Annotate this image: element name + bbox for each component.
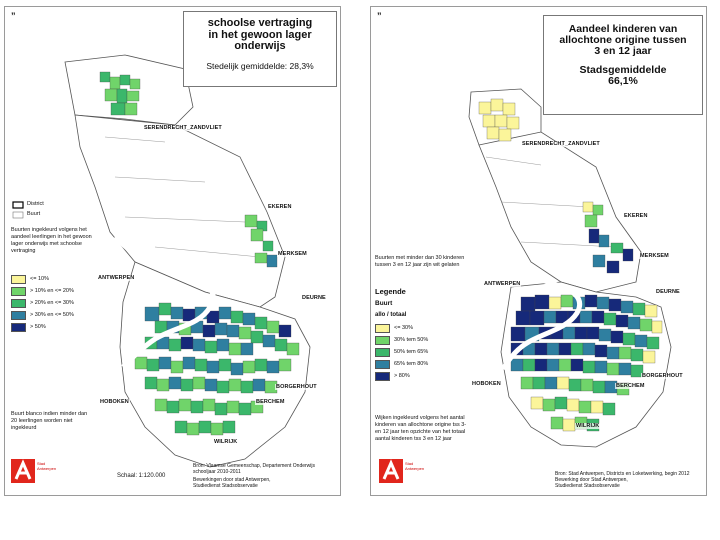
right-corner-mark: ” — [377, 11, 382, 21]
right-map-panel: ” Aandeel kinderen van allochtone origin… — [370, 6, 707, 496]
legend-label: <= 30% — [394, 325, 413, 332]
left-logo: Stad Antwerpen — [11, 459, 57, 485]
place-berchem: BERCHEM — [255, 399, 286, 405]
right-legend-title: Legende — [375, 287, 406, 296]
left-legend-item: > 10% en <= 20% — [11, 287, 111, 296]
left-source: Bron: Vlaamse Gemeenschap, Departement O… — [193, 463, 333, 489]
legend-swatch — [11, 299, 26, 308]
legend-label: > 50% — [30, 324, 46, 331]
left-legend-item: > 30% en <= 50% — [11, 311, 111, 320]
city-logo-icon — [11, 459, 35, 483]
right-legend-item: 50% tem 65% — [375, 348, 475, 357]
boundary-legend-buurt: Buurt — [27, 210, 41, 217]
source-line: Studiedienst Stadsobservatie — [193, 483, 258, 489]
left-map-svg — [12, 54, 311, 468]
legend-swatch — [375, 348, 390, 357]
right-title-line: 3 en 12 jaar — [594, 45, 652, 58]
right-neighbourhoods — [478, 98, 663, 432]
place-merksem: MERKSEM — [639, 253, 670, 259]
logo-text: Stad Antwerpen — [37, 461, 57, 471]
place-hoboken: HOBOKEN — [99, 399, 130, 405]
right-legend-subtitle2: allo / totaal — [375, 311, 407, 318]
left-title-line: onderwijs — [234, 40, 286, 53]
source-line: Bewerking door Stad Antwerpen, — [555, 477, 628, 483]
left-scale: Schaal: 1:120.000 — [117, 473, 166, 479]
right-logo: Stad Antwerpen — [379, 459, 425, 485]
legend-swatch — [11, 323, 26, 332]
place-wilrijk: WILRIJK — [213, 439, 239, 445]
right-map-svg — [468, 88, 672, 448]
left-note: Buurt blanco indien minder dan 20 leerli… — [11, 411, 88, 431]
place-wilrijk: WILRIJK — [575, 423, 601, 429]
place-antwerpen: ANTWERPEN — [483, 281, 522, 287]
left-legend: <= 10% > 10% en <= 20% > 20% en <= 30% >… — [11, 275, 111, 335]
legend-label: > 20% en <= 30% — [30, 300, 74, 307]
place-deurne: DEURNE — [301, 295, 327, 301]
left-legend-intro: Buurten ingekleurd volgens het aandeel l… — [11, 227, 92, 254]
right-legend-item: <= 30% — [375, 324, 475, 333]
left-river — [113, 235, 216, 369]
left-neighbourhoods — [99, 71, 300, 436]
place-merksem: MERKSEM — [277, 251, 308, 257]
place-berchem: BERCHEM — [615, 383, 646, 389]
left-legend-item: <= 10% — [11, 275, 111, 284]
legend-label: > 80% — [394, 373, 410, 380]
place-hoboken: HOBOKEN — [471, 381, 502, 387]
right-average-label: Stadsgemiddelde — [579, 64, 667, 77]
legend-swatch — [375, 336, 390, 345]
right-title-line: Aandeel kinderen van — [568, 23, 678, 35]
place-antwerpen: ANTWERPEN — [97, 275, 136, 281]
legend-swatch — [11, 311, 26, 320]
buurt-swatch — [12, 211, 24, 219]
left-boundary-legend: District Buurt — [27, 201, 44, 218]
place-borgerhout: BORGERHOUT — [641, 373, 684, 379]
source-line: Studiedienst Stadsobservatie — [555, 483, 620, 489]
legend-swatch — [11, 275, 26, 284]
right-title-line: allochtone origine tussen — [559, 34, 687, 47]
right-legend-subtitle: Buurt — [375, 300, 393, 308]
legend-label: 65% tem 80% — [394, 361, 429, 368]
place-serendrecht: SERENDRECHT_ZANDVLIET — [521, 141, 601, 147]
right-legend-intro: Buurten met minder dan 30 kinderen tusse… — [375, 255, 465, 268]
boundary-legend-district: District — [27, 201, 44, 207]
right-note: Wijken ingekleurd volgens het aantal kin… — [375, 415, 467, 442]
place-deurne: DEURNE — [655, 289, 681, 295]
left-map-panel: ” schoolse vertraging in het gewoon lage… — [4, 6, 341, 496]
right-legend-item: > 80% — [375, 372, 475, 381]
legend-label: 30% tem 50% — [394, 337, 429, 344]
right-average-value: 66,1% — [608, 75, 638, 88]
source-line: Bron: Vlaamse Gemeenschap, Departement O… — [193, 463, 316, 469]
left-corner-mark: ” — [11, 11, 16, 21]
right-legend-item: 30% tem 50% — [375, 336, 475, 345]
left-subtitle: Stedelijk gemiddelde: 28,3% — [206, 60, 314, 71]
logo-text: Stad Antwerpen — [405, 461, 425, 471]
left-title-box: schoolse vertraging in het gewoon lager … — [183, 11, 337, 87]
legend-label: > 10% en <= 20% — [30, 288, 74, 295]
place-ekeren: EKEREN — [267, 204, 293, 210]
right-title-box: Aandeel kinderen van allochtone origine … — [543, 15, 703, 115]
left-legend-item: > 20% en <= 30% — [11, 299, 111, 308]
right-source: Bron: Stad Antwerpen, Districts en Loket… — [555, 471, 703, 489]
legend-label: <= 10% — [30, 276, 49, 283]
legend-swatch — [375, 324, 390, 333]
legend-swatch — [11, 287, 26, 296]
left-title-line: in het gewoon lager — [208, 28, 312, 41]
source-line: schooljaar 2010-2011 — [193, 469, 241, 475]
legend-label: > 30% en <= 50% — [30, 312, 74, 319]
city-logo-icon — [379, 459, 403, 483]
legend-swatch — [375, 372, 390, 381]
left-legend-item: > 50% — [11, 323, 111, 332]
source-line: Bron: Stad Antwerpen, Districts en Loket… — [555, 471, 690, 477]
district-swatch — [12, 201, 24, 209]
place-ekeren: EKEREN — [623, 213, 649, 219]
legend-label: 50% tem 65% — [394, 349, 429, 356]
left-title-line: schoolse vertraging — [207, 17, 313, 29]
place-serendrecht: SERENDRECHT_ZANDVLIET — [143, 125, 223, 131]
right-legend-item: 65% tem 80% — [375, 360, 475, 369]
right-river — [494, 245, 583, 371]
place-borgerhout: BORGERHOUT — [275, 384, 318, 390]
right-legend: Legende Buurt allo / totaal <= 30% 30% t… — [375, 287, 475, 384]
source-line: Bewerkingen door stad Antwerpen, — [193, 477, 271, 483]
legend-swatch — [375, 360, 390, 369]
